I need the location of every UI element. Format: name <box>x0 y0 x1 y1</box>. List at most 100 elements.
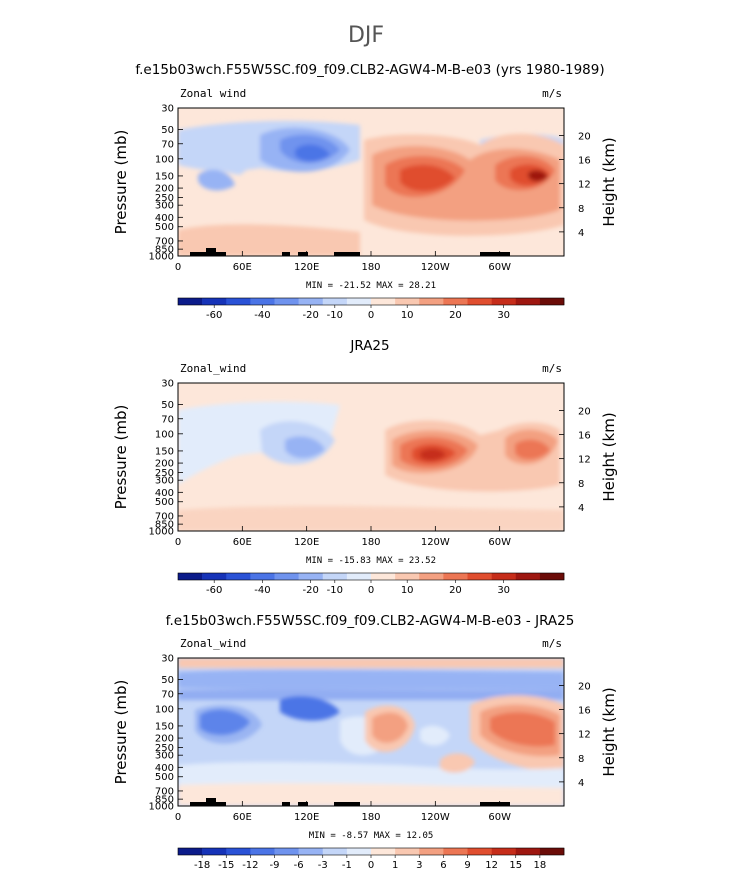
y-tick-label: 30 <box>161 654 174 665</box>
colorbar-label: -40 <box>254 310 270 321</box>
height-tick-label: 4 <box>578 778 584 789</box>
height-tick-label: 20 <box>578 681 591 692</box>
land-mask <box>298 252 308 256</box>
colorbar-swatch <box>250 298 275 305</box>
colorbar-swatch <box>539 298 565 305</box>
colorbar-label: -15 <box>218 860 234 871</box>
colorbar-swatch <box>515 573 541 580</box>
colorbar-swatch <box>250 848 275 855</box>
panel-title: f.e15b03wch.F55W5SC.f09_f09.CLB2-AGW4-M-… <box>135 62 604 78</box>
y-tick-label: 200 <box>155 459 174 470</box>
colorbar-label: -40 <box>254 585 270 596</box>
colorbar-swatch <box>298 298 324 305</box>
height-tick-labels: 20 16 12 8 4 <box>559 131 591 239</box>
colorbar-label: 9 <box>464 860 470 871</box>
colorbar-label: 6 <box>440 860 446 871</box>
heatmap-field <box>178 383 564 531</box>
height-tick-label: 8 <box>578 479 584 490</box>
colorbar-label: 20 <box>449 310 462 321</box>
colorbar-label: -6 <box>294 860 304 871</box>
colorbar-label: 1 <box>392 860 398 871</box>
panel-difference: f.e15b03wch.F55W5SC.f09_f09.CLB2-AGW4-M-… <box>112 613 618 871</box>
panel-model: f.e15b03wch.F55W5SC.f09_f09.CLB2-AGW4-M-… <box>112 62 618 321</box>
colorbar-swatch <box>491 848 517 855</box>
y-tick-label: 500 <box>155 222 174 233</box>
colorbar-swatch <box>515 848 541 855</box>
height-tick-label: 12 <box>578 455 591 466</box>
colorbar-swatch <box>202 298 227 305</box>
colorbar-label: 18 <box>534 860 547 871</box>
y-tick-label: 30 <box>161 104 174 115</box>
y-tick-label: 1000 <box>149 527 174 538</box>
colorbar-swatch <box>250 573 275 580</box>
panel-title: f.e15b03wch.F55W5SC.f09_f09.CLB2-AGW4-M-… <box>166 613 575 629</box>
colorbar-label: 15 <box>509 860 522 871</box>
colorbar-label: -9 <box>270 860 280 871</box>
x-tick-label: 120W <box>421 537 450 548</box>
colorbar-swatch <box>298 848 324 855</box>
land-mask <box>298 802 308 806</box>
x-tick-labels: 0 60E 120E 180 120W 60W <box>175 526 511 548</box>
panel-reanalysis: JRA25 Zonal_wind m/s 3050701001502002503… <box>112 338 618 596</box>
y-axis-label: Pressure (mb) <box>112 130 130 235</box>
y-tick-label: 400 <box>155 763 174 774</box>
colorbar: -18 -15 -12 -9 -6 -3 -1 0 1 3 6 9 12 15 18 <box>177 847 565 871</box>
y-tick-label: 150 <box>155 721 174 732</box>
heatmap-field <box>178 108 564 256</box>
y-tick-label: 250 <box>155 193 174 204</box>
y-axis-label: Pressure (mb) <box>112 405 130 510</box>
units-label: m/s <box>542 637 562 650</box>
units-label: m/s <box>542 87 562 100</box>
height-tick-label: 16 <box>578 431 591 442</box>
y-tick-label: 150 <box>155 171 174 182</box>
x-tick-label: 60E <box>233 262 252 273</box>
height-tick-label: 12 <box>578 180 591 191</box>
y-tick-label: 300 <box>155 476 174 487</box>
land-mask <box>206 798 216 806</box>
colorbar-swatch <box>443 848 468 855</box>
colorbar-label: -1 <box>342 860 352 871</box>
y-tick-label: 100 <box>155 429 174 440</box>
colorbar-swatch <box>346 573 372 580</box>
x-tick-label: 180 <box>361 537 380 548</box>
colorbar-label: 0 <box>368 860 374 871</box>
colorbar-label: 0 <box>368 310 374 321</box>
colorbar-swatch <box>539 848 565 855</box>
y-tick-label: 700 <box>155 236 174 247</box>
height-tick-label: 8 <box>578 754 584 765</box>
x-tick-label: 60E <box>233 537 252 548</box>
x-tick-label: 120E <box>294 262 319 273</box>
x-tick-label: 120W <box>421 262 450 273</box>
colorbar-swatch <box>274 848 299 855</box>
colorbar-swatch <box>226 298 251 305</box>
y-tick-label: 500 <box>155 497 174 508</box>
land-mask <box>480 252 510 256</box>
x-tick-label: 120W <box>421 812 450 823</box>
height-tick-label: 4 <box>578 503 584 514</box>
y-tick-label: 400 <box>155 213 174 224</box>
colorbar-label: -10 <box>327 310 343 321</box>
colorbar-swatch <box>419 848 444 855</box>
land-mask <box>282 802 290 806</box>
colorbar-swatch <box>443 573 468 580</box>
panel-title: JRA25 <box>349 338 389 354</box>
y-axis-label: Pressure (mb) <box>112 680 130 785</box>
variable-label: Zonal wind <box>180 87 246 100</box>
colorbar-label: -60 <box>206 585 222 596</box>
colorbar-label: 30 <box>497 310 510 321</box>
height-tick-labels: 20 16 12 8 4 <box>559 406 591 514</box>
colorbar: -60 -40 -20 -10 0 10 20 30 <box>177 297 565 321</box>
colorbar-swatch <box>467 848 492 855</box>
colorbar-swatch <box>226 573 251 580</box>
y-tick-label: 1000 <box>149 802 174 813</box>
colorbar-swatch <box>346 298 372 305</box>
colorbar-swatch <box>322 573 348 580</box>
x-tick-labels: 0 60E 120E 180 120W 60W <box>175 251 511 273</box>
colorbar-swatch <box>346 848 372 855</box>
x-tick-label: 120E <box>294 537 319 548</box>
height-tick-label: 16 <box>578 706 591 717</box>
y-tick-label: 250 <box>155 743 174 754</box>
x-tick-label: 60W <box>488 812 511 823</box>
colorbar-swatch <box>202 848 227 855</box>
